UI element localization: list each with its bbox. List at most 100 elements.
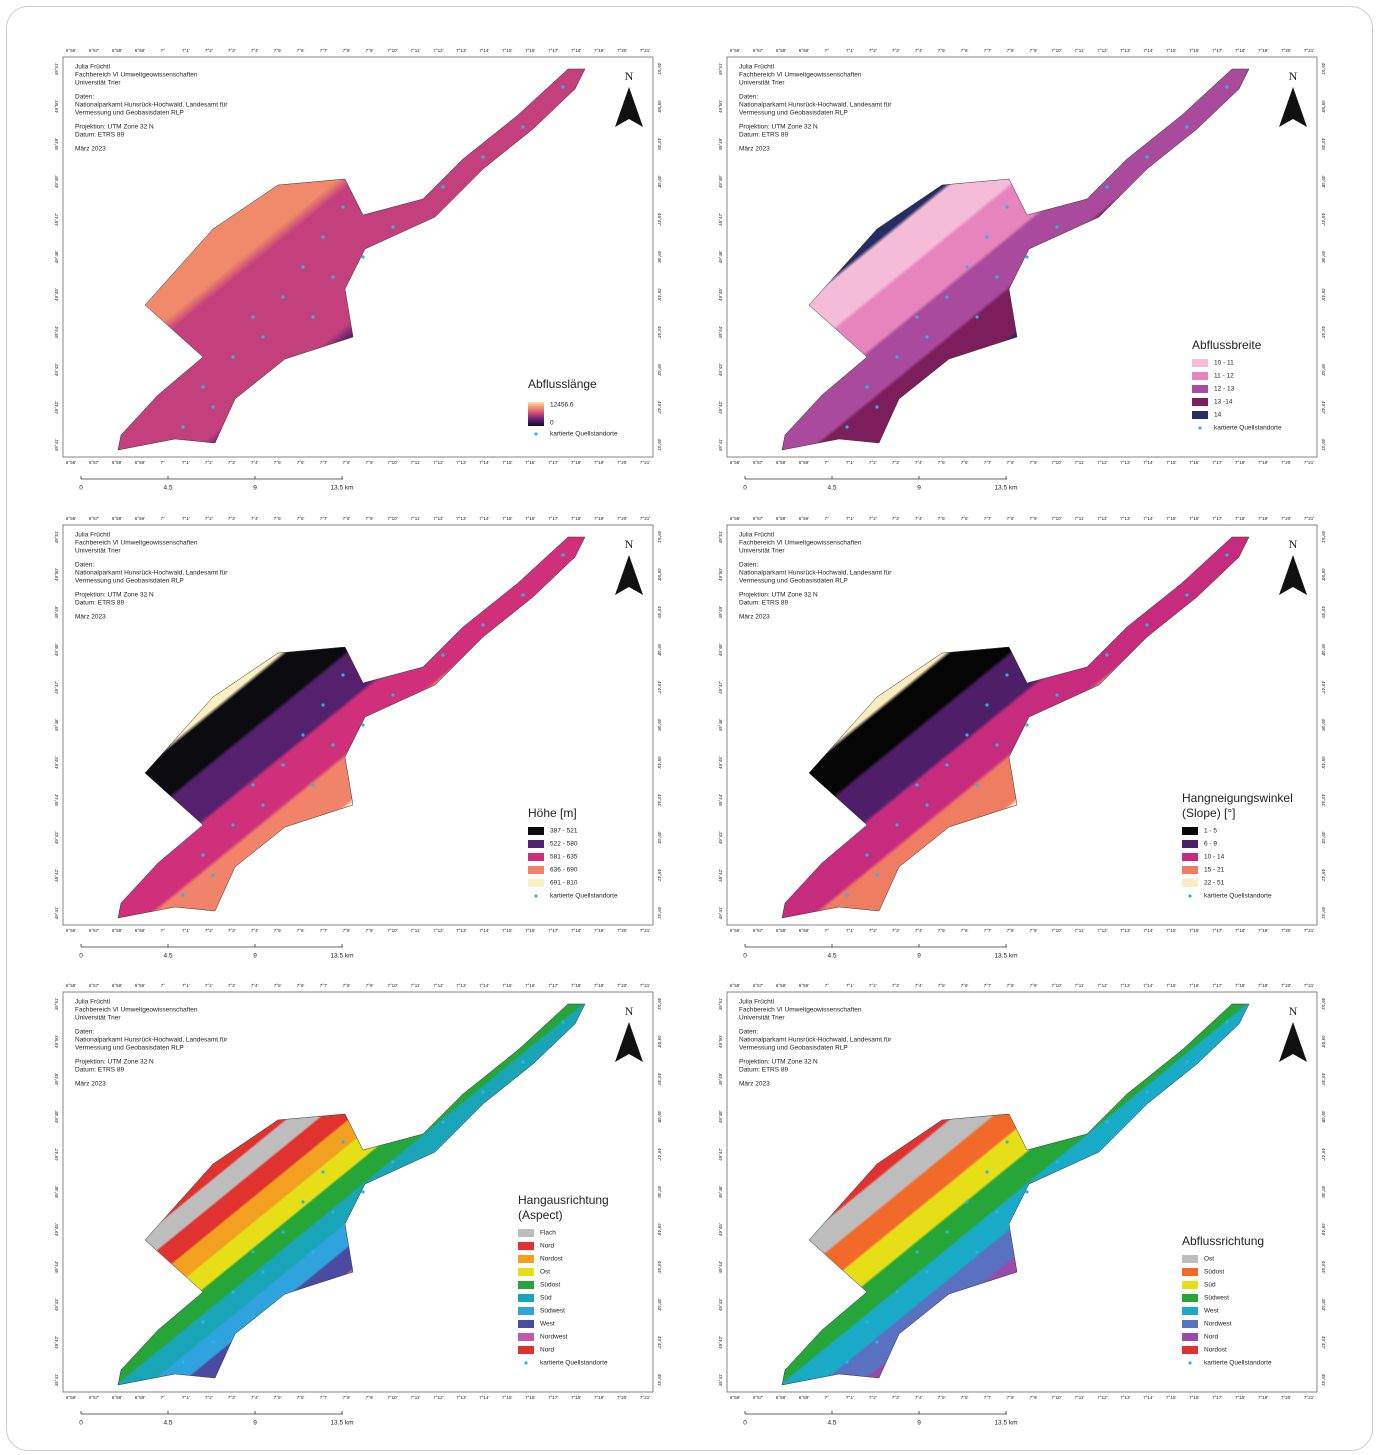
legend-label: Nordwest (1204, 1321, 1232, 1328)
lon-label: 7°4' (915, 516, 923, 521)
spring-point (521, 125, 524, 128)
lon-label: 7°17' (1212, 1395, 1222, 1400)
legend-label: Süd (540, 1295, 552, 1302)
scale-label: 13.5 km (994, 1420, 1017, 1427)
spring-point (211, 405, 214, 408)
lon-label: 7°3' (892, 48, 900, 53)
lon-label: 7°9' (366, 516, 374, 521)
spring-point (925, 803, 928, 806)
lat-label: 49°50' (1321, 1035, 1326, 1048)
lat-label: 49°43' (1321, 1298, 1326, 1311)
lon-label: 7°8' (343, 460, 351, 465)
spring-point (561, 85, 564, 88)
credit-line: Vermessung und Geobasisdaten RLP (75, 578, 184, 585)
lon-label: 6°57' (753, 460, 763, 465)
lon-label: 7°1' (846, 928, 854, 933)
spring-point (311, 783, 314, 786)
legend-swatch (1182, 1255, 1198, 1263)
lon-label: 7°10' (1051, 48, 1061, 53)
spring-point (865, 385, 868, 388)
lat-label: 49°48' (657, 1110, 662, 1123)
lon-label: 7°2' (869, 1395, 877, 1400)
lat-label: 49°44' (54, 1261, 59, 1274)
lat-label: 49°47' (54, 213, 59, 226)
lat-label: 49°49' (718, 606, 723, 619)
lat-label: 49°48' (1321, 1110, 1326, 1123)
legend-swatch (518, 1242, 534, 1250)
lat-label: 49°41' (657, 1374, 662, 1387)
lon-label: 7°20' (617, 928, 627, 933)
spring-point (1225, 553, 1228, 556)
lon-label: 6°59' (799, 1395, 809, 1400)
legend-swatch (1192, 411, 1208, 419)
lon-label: 7° (161, 460, 166, 465)
lat-label: 49°44' (1321, 326, 1326, 339)
lon-label: 7°16' (1189, 48, 1199, 53)
lon-label: 7°13' (456, 48, 466, 53)
lon-label: 7°2' (869, 48, 877, 53)
credit-line: Projektion: UTM Zone 32 N (75, 592, 154, 599)
credit-line: Projektion: UTM Zone 32 N (739, 592, 818, 599)
credit-line: Projektion: UTM Zone 32 N (739, 124, 818, 131)
legend-swatch (1182, 1333, 1198, 1341)
spring-point (181, 893, 184, 896)
lon-label: 6°59' (135, 48, 145, 53)
lon-label: 7°7' (984, 516, 992, 521)
credit-line: Nationalparkamt Hunsrück-Hochwald, Lande… (75, 1037, 228, 1044)
spring-point (361, 1190, 364, 1193)
spring-point (441, 185, 444, 188)
lon-label: 7°18' (571, 516, 581, 521)
credit-line: Fachbereich VI Umweltgeowissenschaften (739, 1007, 862, 1014)
legend-swatch (1182, 866, 1198, 874)
lon-label: 7°12' (1097, 48, 1107, 53)
legend-swatch (528, 853, 544, 861)
spring-point (845, 425, 848, 428)
lon-label: 7°19' (594, 928, 604, 933)
spring-point (211, 1340, 214, 1343)
lon-label: 7°16' (1189, 983, 1199, 988)
lon-label: 7°6' (297, 460, 305, 465)
lat-label: 49°46' (657, 1186, 662, 1199)
legend-point (534, 894, 537, 897)
scale-label: 4.5 (827, 1420, 836, 1427)
lon-label: 7°2' (205, 460, 213, 465)
legend-title: (Aspect) (518, 1208, 563, 1222)
credit-line: Julia Früchtl (75, 999, 111, 1006)
lon-label: 7°15' (502, 1395, 512, 1400)
credit-line: Daten: (75, 1029, 94, 1036)
credit-line: Vermessung und Geobasisdaten RLP (75, 110, 184, 117)
lat-label: 49°47' (718, 681, 723, 694)
credit-line: Nationalparkamt Hunsrück-Hochwald, Lande… (739, 570, 892, 577)
legend-label: 12 - 13 (1214, 386, 1235, 393)
lon-label: 7°7' (320, 928, 328, 933)
lat-label: 49°48' (1321, 175, 1326, 188)
lon-label: 7°16' (1189, 1395, 1199, 1400)
legend-swatch (518, 1320, 534, 1328)
lon-label: 7°7' (984, 983, 992, 988)
legend-swatch (518, 1255, 534, 1263)
map-panel: 6°56'6°56'6°57'6°57'6°58'6°58'6°59'6°59'… (718, 48, 1326, 492)
lat-label: 49°48' (54, 643, 59, 656)
spring-point (1185, 125, 1188, 128)
lat-label: 49°50' (54, 568, 59, 581)
credit-line: Datum: ETRS 89 (75, 600, 125, 607)
spring-point (561, 1020, 564, 1023)
credit-line: Fachbereich VI Umweltgeowissenschaften (75, 1007, 198, 1014)
lon-label: 7°8' (1007, 983, 1015, 988)
lat-label: 49°50' (54, 100, 59, 113)
spring-point (301, 1200, 304, 1203)
spring-point (521, 593, 524, 596)
legend-title: Abflusslänge (528, 377, 597, 391)
lat-label: 49°50' (54, 1035, 59, 1048)
spring-point (301, 733, 304, 736)
lon-label: 7°19' (1258, 516, 1268, 521)
lon-label: 7°12' (433, 1395, 443, 1400)
credit-line: Universität Trier (739, 1015, 785, 1022)
spring-point (915, 783, 918, 786)
north-label: N (625, 1004, 634, 1018)
lat-label: 49°47' (718, 213, 723, 226)
spring-point (281, 295, 284, 298)
spring-point (251, 315, 254, 318)
lon-label: 7°9' (1030, 460, 1038, 465)
spring-point (925, 335, 928, 338)
